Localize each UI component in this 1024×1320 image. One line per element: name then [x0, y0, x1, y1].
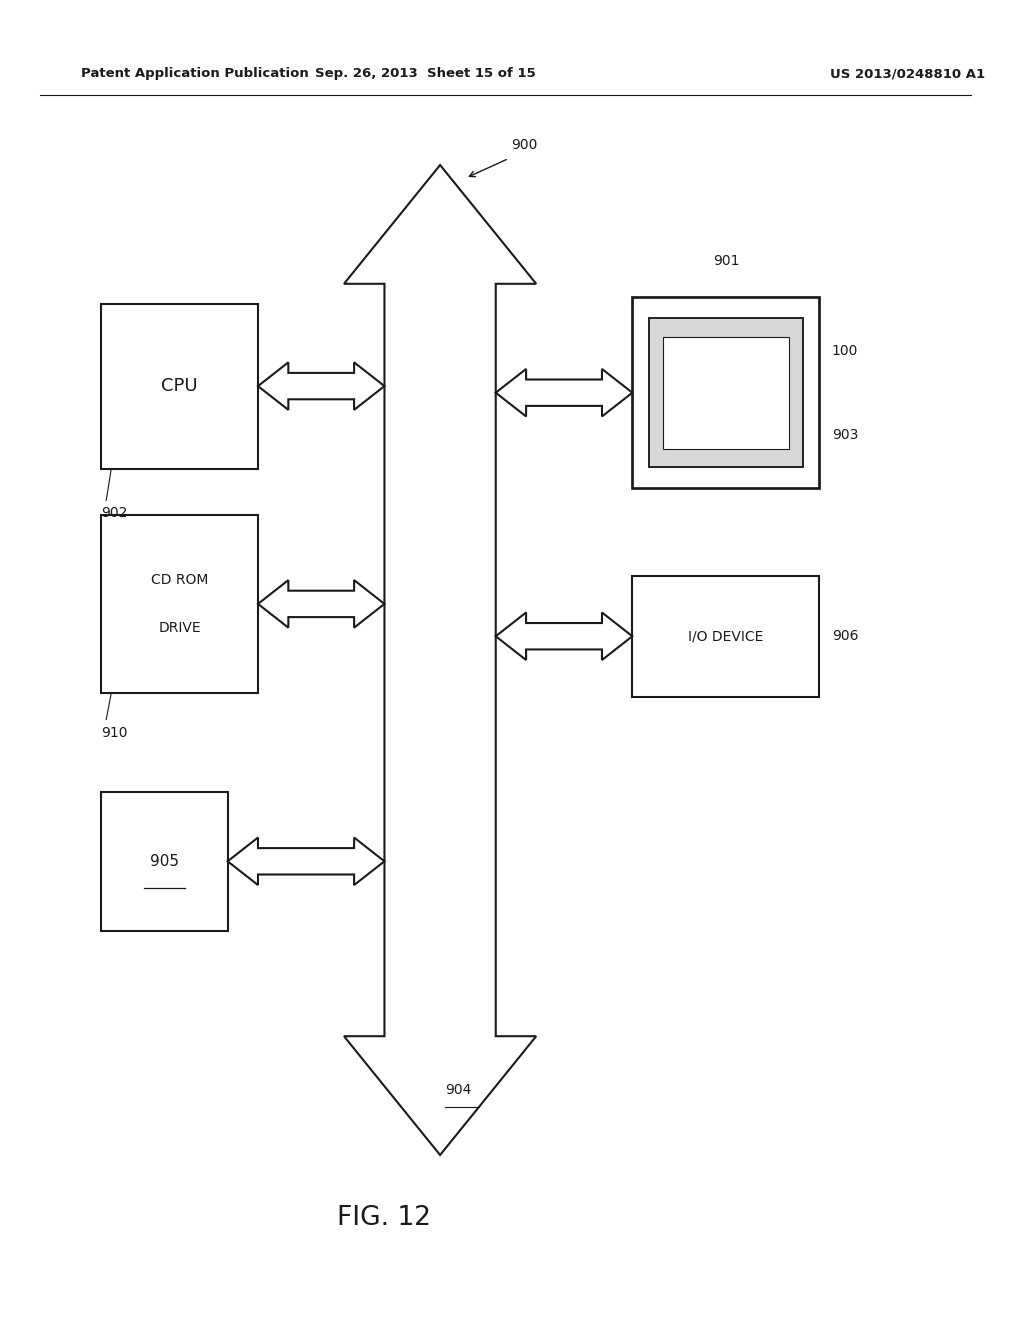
Text: 100: 100 — [831, 343, 858, 358]
Bar — [101, 304, 258, 469]
Text: 904: 904 — [445, 1082, 471, 1097]
Bar — [648, 318, 803, 467]
Text: 901: 901 — [713, 253, 739, 268]
Polygon shape — [258, 581, 384, 628]
Polygon shape — [496, 368, 633, 417]
Text: Sep. 26, 2013  Sheet 15 of 15: Sep. 26, 2013 Sheet 15 of 15 — [314, 67, 536, 81]
Text: CD ROM: CD ROM — [151, 573, 208, 587]
Polygon shape — [227, 838, 384, 886]
Text: 902: 902 — [101, 506, 128, 520]
Text: 910: 910 — [101, 726, 128, 741]
Bar — [663, 337, 790, 449]
Bar — [101, 792, 227, 931]
Bar — [633, 576, 819, 697]
Text: US 2013/0248810 A1: US 2013/0248810 A1 — [829, 67, 985, 81]
Text: Patent Application Publication: Patent Application Publication — [81, 67, 308, 81]
Text: 905: 905 — [150, 854, 179, 869]
Text: FIG. 12: FIG. 12 — [338, 1205, 431, 1232]
Polygon shape — [344, 165, 537, 1155]
Bar — [101, 515, 258, 693]
Text: 900: 900 — [511, 137, 538, 152]
Bar — [633, 297, 819, 488]
Text: 903: 903 — [831, 428, 858, 442]
Text: CPU: CPU — [161, 378, 198, 395]
Polygon shape — [258, 362, 384, 409]
Text: I/O DEVICE: I/O DEVICE — [688, 630, 764, 643]
Text: DRIVE: DRIVE — [159, 620, 201, 635]
Text: 906: 906 — [831, 630, 858, 643]
Polygon shape — [496, 612, 633, 660]
